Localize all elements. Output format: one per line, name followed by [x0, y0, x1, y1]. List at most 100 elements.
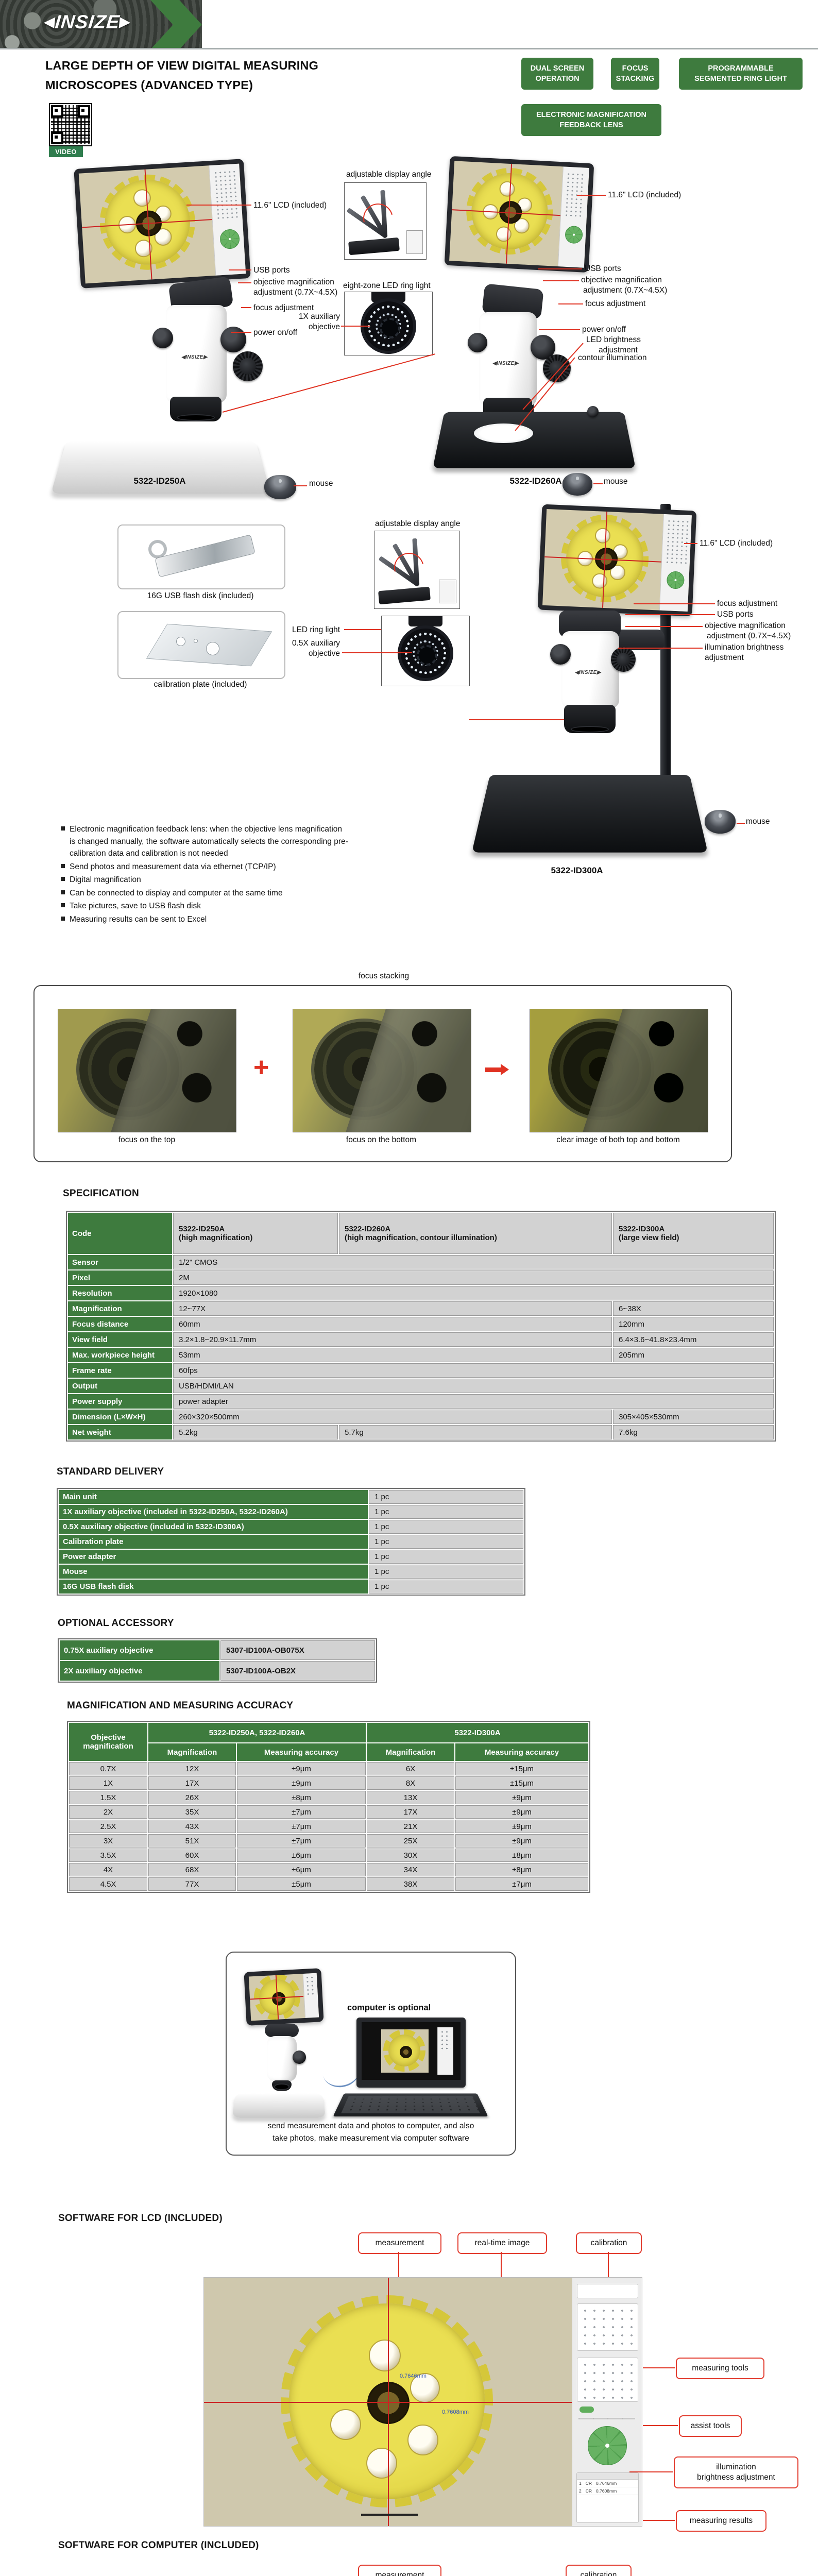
accuracy-cell: 12X [148, 1762, 236, 1775]
model-name: 5322-ID300A [619, 1225, 665, 1233]
delivery-qty: 1 pc [369, 1490, 523, 1504]
callout-line [229, 269, 251, 270]
lcd-label-results: measuring results [676, 2510, 766, 2532]
delivery-item: Mouse [59, 1565, 368, 1579]
id260a-body [479, 312, 537, 406]
inset-aux-label-1: 0.5X auxiliary [292, 639, 340, 648]
model-label-id250a: 5322-ID250A [133, 476, 186, 486]
mini-microscope-body [267, 2036, 297, 2081]
plate-circle [206, 642, 219, 655]
callout-line [684, 543, 697, 544]
feature-text: Take pictures, save to USB flash disk [70, 902, 201, 911]
laptop-screen [356, 2018, 466, 2088]
pc-label-calibration: calibration [566, 2565, 632, 2576]
callout-objective-2: adjustment (0.7X~4.5X) [583, 286, 668, 295]
accuracy-cell: ±9μm [455, 1805, 588, 1819]
feature-item: Take pictures, save to USB flash disk [61, 900, 349, 912]
video-link[interactable]: VIDEO [49, 146, 83, 157]
screen-toolbar [209, 163, 246, 276]
accuracy-cell: 2X [69, 1805, 147, 1819]
accuracy-cell: 26X [148, 1791, 236, 1804]
brand-chevron-shape [150, 0, 202, 49]
callout-contour: contour illumination [578, 353, 647, 362]
optional-accessory-title: OPTIONAL ACCESSORY [58, 1618, 174, 1629]
callout-objective-2: adjustment (0.7X~4.5X) [253, 288, 338, 297]
cell: CR [585, 2481, 592, 2486]
id250a-lens [170, 397, 221, 421]
spec-row-value: 6~38X [613, 1301, 774, 1316]
id250a-left-knob [152, 328, 173, 348]
callout-illumination-1: illumination brightness [705, 643, 784, 652]
callout-line [629, 2471, 673, 2472]
label-text: measuring results [689, 2516, 753, 2525]
spec-row-value: 53mm [173, 1348, 612, 1362]
accessory-item: 0.75X auxiliary objective [60, 1640, 219, 1660]
accuracy-cell: 1.5X [69, 1791, 147, 1804]
focus-caption-1: focus on the top [118, 1136, 176, 1144]
delivery-item: 16G USB flash disk [59, 1580, 368, 1594]
led-brightness-knob [587, 406, 599, 417]
rotate-arrow-icon [388, 547, 430, 588]
feature-item: Digital magnification [61, 874, 349, 886]
callout-line [539, 329, 580, 330]
callout-led-2: adjustment [599, 346, 638, 354]
id300a-focus-knob [611, 647, 636, 672]
feature-text: Measuring results can be sent to Excel [70, 914, 207, 924]
spec-row-value: 260×320×500mm [173, 1410, 612, 1424]
callout-mouse: mouse [746, 817, 770, 826]
qr-code[interactable] [49, 103, 92, 146]
accuracy-sub-header: Magnification [367, 1743, 454, 1761]
plus-icon: + [253, 1053, 269, 1082]
badge-line: SEGMENTED RING LIGHT [694, 75, 787, 83]
id300a-screen [542, 509, 692, 612]
bullet-icon [61, 903, 65, 908]
ring-center-gear [417, 645, 437, 666]
gear-hub [400, 2046, 412, 2058]
id300a-base [471, 774, 708, 853]
accuracy-cell: 3X [69, 1834, 147, 1848]
callout-objective-1: objective magnification [581, 276, 662, 284]
usb-caption: 16G USB flash disk (included) [147, 591, 254, 600]
id300a-body [561, 631, 619, 708]
callout-usb: USB ports [253, 266, 290, 275]
pc-label-measurement: measurement [358, 2565, 441, 2576]
cell: 1 [579, 2481, 582, 2486]
page-title: LARGE DEPTH OF VIEW DIGITAL MEASURING MI… [45, 56, 318, 95]
feature-text: Digital magnification [70, 875, 141, 885]
accuracy-group1-header: 5322-ID250A, 5322-ID260A [148, 1723, 366, 1742]
spec-row-label: View field [68, 1332, 172, 1347]
spec-row-value: 2M [173, 1270, 774, 1285]
callout-line [538, 268, 582, 269]
callout-line [618, 648, 703, 649]
focus-caption-2: focus on the bottom [346, 1136, 417, 1144]
model-sub: (high magnification) [179, 1233, 253, 1242]
accuracy-cell: 4X [69, 1863, 147, 1876]
bullet-icon [61, 877, 65, 882]
callout-power: power on/off [253, 328, 298, 337]
accuracy-cell: 35X [148, 1805, 236, 1819]
mini-base [232, 2093, 326, 2118]
calibration-input [577, 2284, 638, 2298]
cell: 0.7646mm [596, 2481, 617, 2486]
plate-circle [194, 639, 198, 643]
accuracy-cell: 8X [367, 1776, 454, 1790]
mini-microscope-monitor [244, 1968, 324, 2026]
callout-mouse: mouse [309, 479, 333, 488]
mouse-image [264, 475, 296, 499]
specification-table: Code 5322-ID250A (high magnification) 532… [66, 1211, 776, 1442]
delivery-qty: 1 pc [369, 1550, 523, 1564]
cell: 2 [579, 2488, 582, 2494]
accuracy-sub-header: Measuring accuracy [237, 1743, 366, 1761]
accuracy-cell: 51X [148, 1834, 236, 1848]
pie-light-control [219, 228, 241, 250]
label-text: brightness adjustment [697, 2473, 775, 2482]
callout-line [238, 282, 251, 283]
label-text: measurement [375, 2570, 424, 2576]
callout-objective-1: objective magnification [705, 621, 786, 630]
callout-lcd: 11.6" LCD (included) [700, 539, 773, 548]
accuracy-cell: ±7μm [237, 1834, 366, 1848]
cell: 0.7608mm [596, 2488, 617, 2494]
callout-objective-1: objective magnification [253, 278, 334, 286]
scale-bar [361, 2514, 418, 2516]
display-base [378, 586, 431, 605]
